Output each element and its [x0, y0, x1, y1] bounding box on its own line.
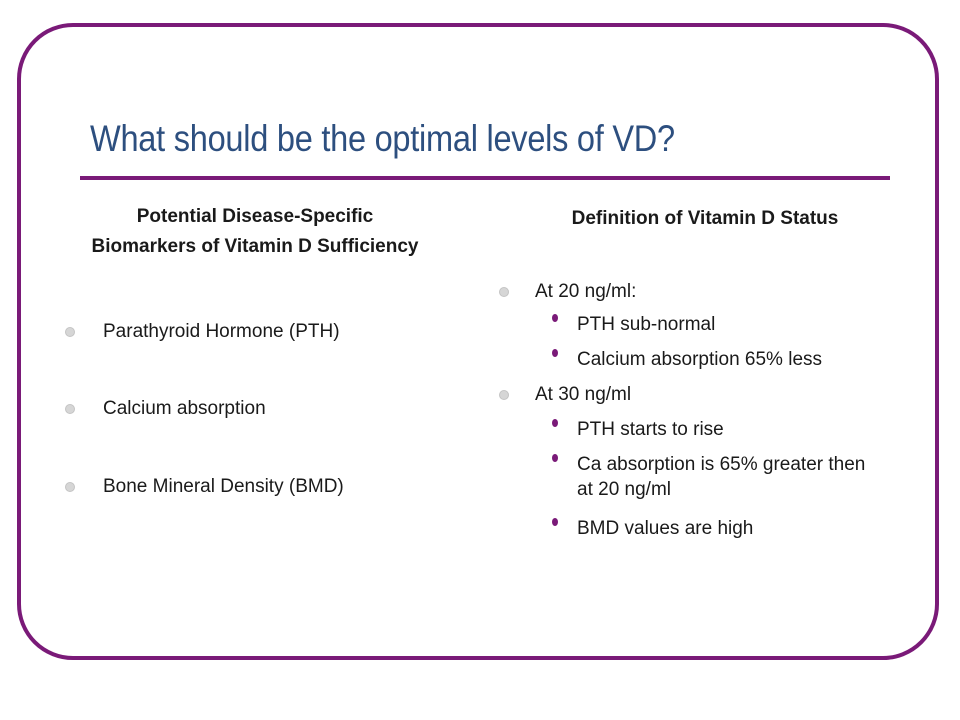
sub-bullet-icon — [552, 454, 558, 462]
sub-bullet-icon — [552, 518, 558, 526]
right-heading-line: Definition of Vitamin D Status — [571, 208, 839, 229]
sub-bullet-icon — [552, 419, 558, 427]
sub-list-item: PTH sub-normal — [577, 314, 716, 335]
bullet-dot-icon — [65, 404, 75, 414]
slide-title: What should be the optimal levels of VD? — [90, 118, 675, 159]
list-item: Bone Mineral Density (BMD) — [103, 476, 344, 497]
left-heading-line-2: Biomarkers of Vitamin D Sufficiency — [91, 236, 419, 257]
group-label: At 20 ng/ml: — [535, 281, 637, 302]
left-heading-line-1: Potential Disease-Specific — [136, 206, 374, 227]
group-label: At 30 ng/ml — [535, 384, 632, 405]
bullet-dot-icon — [65, 327, 75, 337]
bullet-dot-icon — [499, 390, 509, 400]
title-underline — [80, 176, 890, 180]
list-item: Parathyroid Hormone (PTH) — [103, 321, 340, 342]
sub-bullet-icon — [552, 314, 558, 322]
sub-list-item: BMD values are high — [577, 518, 754, 539]
bullet-dot-icon — [65, 482, 75, 492]
sub-bullet-icon — [552, 349, 558, 357]
right-column-heading: Definition of Vitamin D Status — [500, 204, 910, 234]
sub-list-item-continuation: at 20 ng/ml — [577, 479, 671, 500]
sub-list-item: PTH starts to rise — [577, 419, 724, 440]
list-item: Calcium absorption — [103, 398, 266, 419]
sub-list-item: Calcium absorption 65% less — [577, 349, 823, 370]
slide-frame — [17, 23, 939, 660]
left-column-heading: Potential Disease-Specific Biomarkers of… — [40, 202, 470, 262]
sub-list-item: Ca absorption is 65% greater then — [577, 454, 866, 475]
bullet-dot-icon — [499, 287, 509, 297]
